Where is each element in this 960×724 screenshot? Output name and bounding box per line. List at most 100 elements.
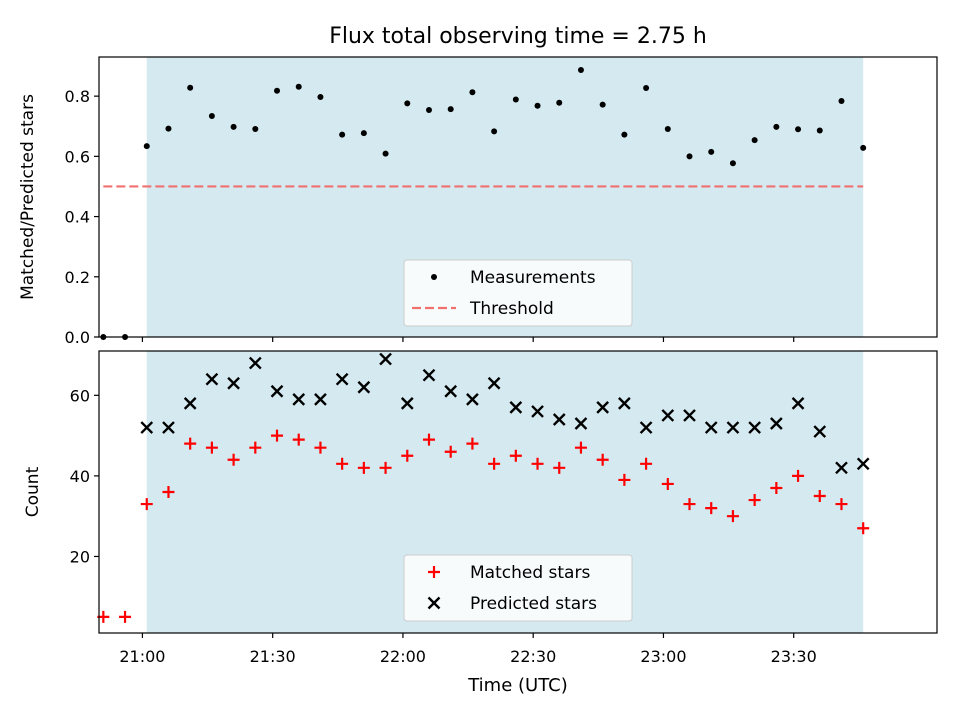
data-point xyxy=(708,148,715,155)
data-point xyxy=(466,437,479,450)
data-point xyxy=(184,437,197,450)
legend-box xyxy=(403,259,633,327)
x-axis-label: Time (UTC) xyxy=(467,675,568,696)
x-tick-label: 22:00 xyxy=(380,647,426,666)
data-point xyxy=(857,522,870,535)
data-point xyxy=(314,392,327,406)
legend-label: Measurements xyxy=(470,268,596,288)
data-point xyxy=(795,126,802,133)
data-point xyxy=(336,457,349,470)
data-point xyxy=(791,397,805,410)
data-point xyxy=(404,100,411,107)
data-point xyxy=(552,413,566,426)
legend-marker xyxy=(427,596,441,610)
data-point xyxy=(509,401,523,414)
data-point xyxy=(227,453,240,466)
data-point xyxy=(577,66,584,73)
x-tick-label: 23:30 xyxy=(771,647,817,666)
data-point xyxy=(686,153,693,160)
legend-marker xyxy=(431,274,437,280)
y-tick-label: 20 xyxy=(70,547,90,566)
data-point xyxy=(621,131,628,138)
data-point xyxy=(140,421,154,434)
data-point xyxy=(401,449,414,462)
data-point xyxy=(618,397,631,410)
data-point xyxy=(813,490,826,503)
data-point xyxy=(856,457,870,471)
y-tick-label: 0.4 xyxy=(65,208,90,227)
data-point xyxy=(599,101,606,108)
data-point xyxy=(143,143,150,150)
data-point xyxy=(661,409,675,422)
legend-label: Matched stars xyxy=(470,563,590,583)
data-point xyxy=(748,421,761,434)
data-point xyxy=(534,102,541,109)
data-point xyxy=(292,433,305,446)
data-point xyxy=(639,421,653,434)
data-point xyxy=(574,417,588,430)
data-point xyxy=(270,384,284,398)
x-tick-label: 23:00 xyxy=(640,647,686,666)
data-point xyxy=(357,380,371,394)
legend-label: Threshold xyxy=(469,299,554,319)
data-point xyxy=(726,421,740,434)
y-tick-label: 0.2 xyxy=(65,268,90,287)
data-point xyxy=(643,85,650,92)
data-point xyxy=(683,409,696,422)
data-point xyxy=(119,610,132,623)
data-point xyxy=(187,84,194,91)
y-tick-label: 0.0 xyxy=(65,328,90,347)
y-tick-label: 40 xyxy=(70,467,90,486)
y-axis-label: Matched/Predicted stars xyxy=(18,94,38,300)
data-point xyxy=(422,433,435,446)
y-axis-label: Count xyxy=(23,466,43,517)
data-point xyxy=(357,461,370,474)
data-point xyxy=(835,498,848,511)
data-point xyxy=(770,481,783,494)
data-point xyxy=(162,486,175,498)
data-point xyxy=(835,461,848,475)
data-point xyxy=(469,89,476,96)
data-point xyxy=(382,150,389,157)
data-point xyxy=(140,498,153,511)
data-point xyxy=(425,106,432,113)
data-point xyxy=(531,457,544,470)
data-point xyxy=(271,429,284,442)
data-point xyxy=(488,457,501,470)
data-point xyxy=(400,397,414,410)
data-point xyxy=(531,405,544,418)
axes-frame xyxy=(98,350,938,634)
data-point xyxy=(274,87,281,94)
data-point xyxy=(860,144,867,151)
data-point xyxy=(230,123,237,130)
data-point xyxy=(292,392,306,406)
data-point xyxy=(705,502,718,515)
data-point xyxy=(769,417,783,430)
data-point xyxy=(165,125,172,132)
data-point xyxy=(248,356,262,370)
data-point xyxy=(205,441,218,454)
data-point xyxy=(379,461,392,474)
ratio-panel: 0.0 0.2 0.4 0.6 0.8 Matched/Predicted stars Me… xyxy=(18,56,938,347)
data-point xyxy=(751,137,758,144)
data-point xyxy=(249,441,262,454)
data-point xyxy=(205,372,219,386)
data-point xyxy=(596,401,610,414)
y-tick-label: 0.8 xyxy=(65,87,90,106)
data-point xyxy=(661,477,674,490)
data-point xyxy=(618,473,631,486)
data-point xyxy=(704,421,718,434)
data-point xyxy=(813,425,827,438)
data-point xyxy=(444,384,458,398)
data-point xyxy=(664,125,671,132)
data-point xyxy=(335,372,349,386)
data-point xyxy=(640,457,653,470)
data-point xyxy=(208,113,215,120)
x-tick-label: 21:00 xyxy=(119,647,165,666)
data-point xyxy=(596,453,609,466)
legend-box xyxy=(403,554,633,622)
data-point xyxy=(792,469,805,482)
axes-frame xyxy=(98,56,938,338)
data-point xyxy=(683,498,696,511)
